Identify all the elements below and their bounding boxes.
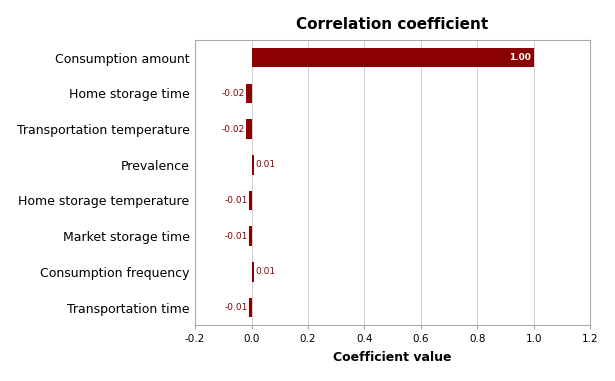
Bar — [248, 298, 252, 317]
Text: 0.01: 0.01 — [255, 160, 276, 169]
Text: 0.01: 0.01 — [255, 267, 276, 276]
Bar — [248, 226, 252, 246]
Text: -0.01: -0.01 — [224, 303, 248, 312]
Bar — [248, 190, 252, 210]
Text: 1.00: 1.00 — [509, 53, 531, 62]
Text: -0.01: -0.01 — [224, 196, 248, 205]
Title: Correlation coefficient: Correlation coefficient — [296, 17, 489, 32]
Text: -0.02: -0.02 — [222, 89, 245, 98]
Bar — [252, 48, 534, 67]
Bar — [246, 119, 252, 139]
Bar — [246, 83, 252, 103]
Text: -0.01: -0.01 — [224, 232, 248, 241]
Bar — [252, 262, 255, 282]
X-axis label: Coefficient value: Coefficient value — [333, 351, 452, 364]
Text: -0.02: -0.02 — [222, 125, 245, 133]
Bar — [252, 155, 255, 174]
